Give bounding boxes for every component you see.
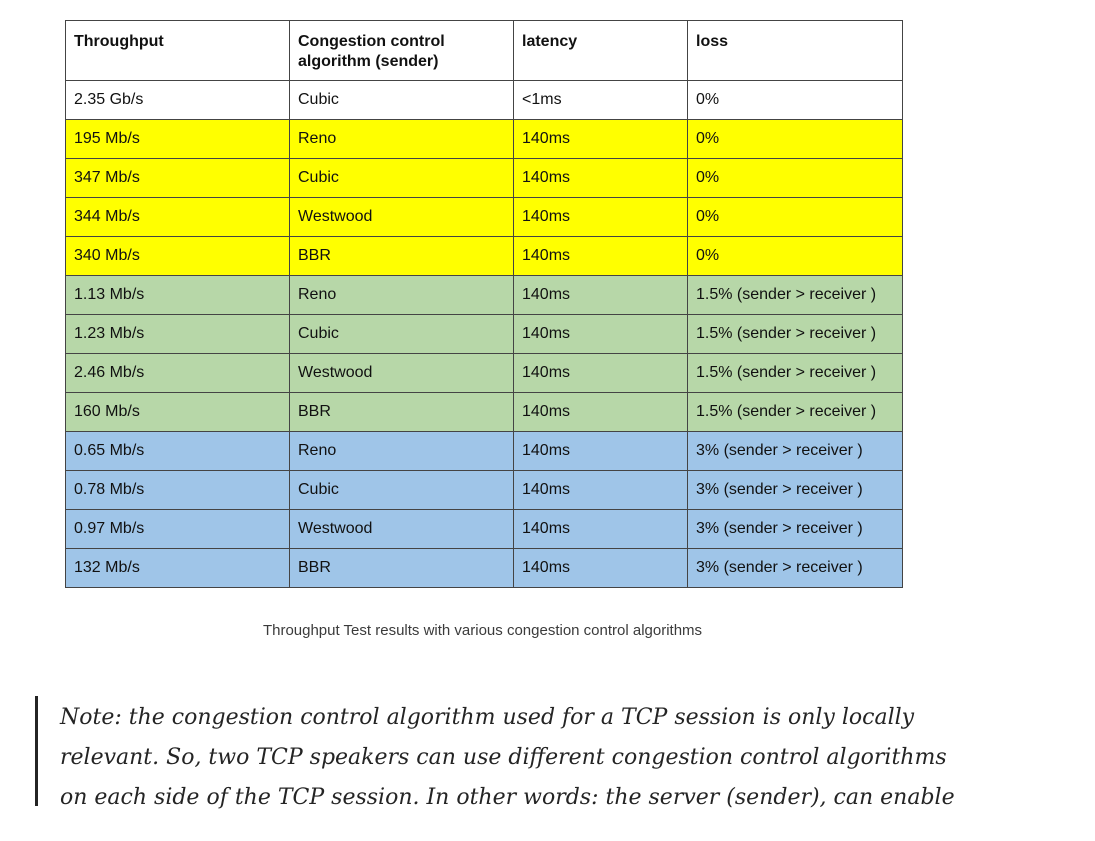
header-congestion-control: Congestion control algorithm (sender) xyxy=(289,20,514,81)
cell-latency: 140ms xyxy=(513,509,688,549)
cell-throughput: 344 Mb/s xyxy=(65,197,290,237)
cell-loss: 1.5% (sender > receiver ) xyxy=(687,314,903,354)
cell-throughput: 0.65 Mb/s xyxy=(65,431,290,471)
cell-throughput: 132 Mb/s xyxy=(65,548,290,588)
cell-latency: 140ms xyxy=(513,392,688,432)
results-table-container: Throughput Congestion control algorithm … xyxy=(65,20,903,588)
cell-throughput: 1.23 Mb/s xyxy=(65,314,290,354)
header-latency: latency xyxy=(513,20,688,81)
cell-loss: 3% (sender > receiver ) xyxy=(687,548,903,588)
table-caption: Throughput Test results with various con… xyxy=(262,622,703,639)
table-row: 2.35 Gb/s Cubic <1ms 0% xyxy=(65,80,903,120)
cell-loss: 0% xyxy=(687,119,903,159)
cell-algorithm: BBR xyxy=(289,236,514,276)
table-body: 2.35 Gb/s Cubic <1ms 0% 195 Mb/s Reno 140ms 0% 3… xyxy=(65,80,903,588)
cell-latency: 140ms xyxy=(513,314,688,354)
cell-latency: 140ms xyxy=(513,158,688,198)
cell-loss: 3% (sender > receiver ) xyxy=(687,470,903,510)
cell-loss: 0% xyxy=(687,158,903,198)
table-row: 0.78 Mb/s Cubic 140ms 3% (sender > receiver… xyxy=(65,470,903,510)
cell-loss: 0% xyxy=(687,197,903,237)
table-row: 0.97 Mb/s Westwood 140ms 3% (sender > recei… xyxy=(65,509,903,549)
table-row: 1.23 Mb/s Cubic 140ms 1.5% (sender > receiv… xyxy=(65,314,903,354)
cell-loss: 1.5% (sender > receiver ) xyxy=(687,275,903,315)
table-row: 195 Mb/s Reno 140ms 0% xyxy=(65,119,903,159)
cell-throughput: 0.78 Mb/s xyxy=(65,470,290,510)
cell-loss: 0% xyxy=(687,236,903,276)
table-header-row: Throughput Congestion control algorithm … xyxy=(65,20,903,81)
cell-loss: 1.5% (sender > receiver ) xyxy=(687,353,903,393)
cell-algorithm: Cubic xyxy=(289,158,514,198)
cell-latency: 140ms xyxy=(513,236,688,276)
cell-throughput: 340 Mb/s xyxy=(65,236,290,276)
cell-algorithm: Cubic xyxy=(289,80,514,120)
cell-loss: 1.5% (sender > receiver ) xyxy=(687,392,903,432)
cell-algorithm: Westwood xyxy=(289,353,514,393)
table-row: 1.13 Mb/s Reno 140ms 1.5% (sender > receive… xyxy=(65,275,903,315)
header-loss: loss xyxy=(687,20,903,81)
cell-latency: 140ms xyxy=(513,197,688,237)
cell-throughput: 2.35 Gb/s xyxy=(65,80,290,120)
cell-loss: 3% (sender > receiver ) xyxy=(687,509,903,549)
table-row: 0.65 Mb/s Reno 140ms 3% (sender > receiver … xyxy=(65,431,903,471)
table-row: 2.46 Mb/s Westwood 140ms 1.5% (sender > rec… xyxy=(65,353,903,393)
cell-loss: 0% xyxy=(687,80,903,120)
cell-algorithm: BBR xyxy=(289,392,514,432)
cell-throughput: 195 Mb/s xyxy=(65,119,290,159)
table-row: 340 Mb/s BBR 140ms 0% xyxy=(65,236,903,276)
cell-throughput: 347 Mb/s xyxy=(65,158,290,198)
table-row: 132 Mb/s BBR 140ms 3% (sender > receiver ) xyxy=(65,548,903,588)
cell-latency: <1ms xyxy=(513,80,688,120)
cell-algorithm: Reno xyxy=(289,119,514,159)
cell-latency: 140ms xyxy=(513,431,688,471)
blockquote-line: Note: the congestion control algorithm u… xyxy=(60,705,915,730)
cell-latency: 140ms xyxy=(513,119,688,159)
cell-latency: 140ms xyxy=(513,470,688,510)
cell-throughput: 1.13 Mb/s xyxy=(65,275,290,315)
cell-algorithm: Cubic xyxy=(289,470,514,510)
cell-latency: 140ms xyxy=(513,548,688,588)
cell-latency: 140ms xyxy=(513,275,688,315)
blockquote-line: relevant. So, two TCP speakers can use d… xyxy=(60,745,947,770)
note-blockquote: Note: the congestion control algorithm u… xyxy=(35,696,955,810)
header-throughput: Throughput xyxy=(65,20,290,81)
cell-algorithm: Westwood xyxy=(289,197,514,237)
table-row: 160 Mb/s BBR 140ms 1.5% (sender > receiver … xyxy=(65,392,903,432)
cell-throughput: 2.46 Mb/s xyxy=(65,353,290,393)
table-row: 344 Mb/s Westwood 140ms 0% xyxy=(65,197,903,237)
cell-loss: 3% (sender > receiver ) xyxy=(687,431,903,471)
blockquote-line: on each side of the TCP session. In othe… xyxy=(60,785,955,810)
cell-algorithm: Reno xyxy=(289,275,514,315)
cell-latency: 140ms xyxy=(513,353,688,393)
results-table: Throughput Congestion control algorithm … xyxy=(65,20,903,588)
cell-algorithm: BBR xyxy=(289,548,514,588)
cell-throughput: 0.97 Mb/s xyxy=(65,509,290,549)
cell-throughput: 160 Mb/s xyxy=(65,392,290,432)
cell-algorithm: Cubic xyxy=(289,314,514,354)
blockquote-text: Note: the congestion control algorithm u… xyxy=(60,698,955,818)
blockquote-bar xyxy=(35,696,38,806)
cell-algorithm: Reno xyxy=(289,431,514,471)
table-row: 347 Mb/s Cubic 140ms 0% xyxy=(65,158,903,198)
cell-algorithm: Westwood xyxy=(289,509,514,549)
